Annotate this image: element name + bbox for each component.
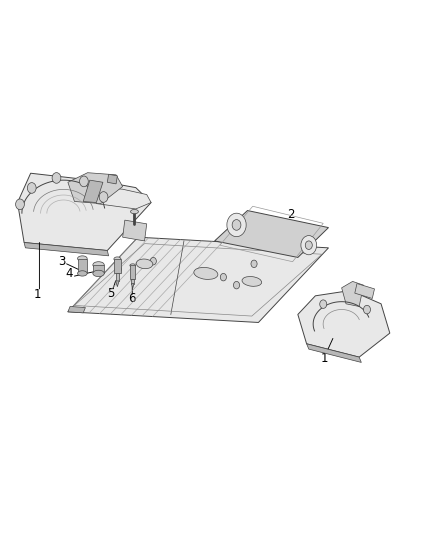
Polygon shape xyxy=(123,220,147,241)
Text: 3: 3 xyxy=(59,255,66,268)
Circle shape xyxy=(301,236,317,255)
Polygon shape xyxy=(68,237,328,322)
Ellipse shape xyxy=(242,277,261,286)
Ellipse shape xyxy=(93,270,104,277)
Polygon shape xyxy=(307,344,361,362)
Circle shape xyxy=(198,268,205,276)
Text: 1: 1 xyxy=(33,288,41,301)
Polygon shape xyxy=(355,284,374,298)
Polygon shape xyxy=(18,173,151,251)
Polygon shape xyxy=(83,180,103,203)
Circle shape xyxy=(227,213,246,237)
Polygon shape xyxy=(131,279,134,284)
Polygon shape xyxy=(131,284,134,288)
Ellipse shape xyxy=(130,264,136,267)
Text: 5: 5 xyxy=(107,287,114,300)
Text: 1: 1 xyxy=(320,352,328,365)
Polygon shape xyxy=(215,211,328,257)
Circle shape xyxy=(251,260,257,268)
Circle shape xyxy=(16,199,25,209)
Circle shape xyxy=(27,183,36,193)
Polygon shape xyxy=(116,281,119,287)
Polygon shape xyxy=(78,259,87,273)
Circle shape xyxy=(80,176,88,187)
Polygon shape xyxy=(93,265,104,273)
Polygon shape xyxy=(24,243,109,256)
Text: 6: 6 xyxy=(128,292,136,305)
Circle shape xyxy=(232,220,241,230)
Ellipse shape xyxy=(93,262,104,268)
Ellipse shape xyxy=(78,271,87,276)
Ellipse shape xyxy=(114,257,121,261)
Polygon shape xyxy=(107,174,117,184)
Polygon shape xyxy=(114,259,121,273)
Polygon shape xyxy=(68,173,123,204)
Ellipse shape xyxy=(136,259,153,269)
Polygon shape xyxy=(116,273,119,281)
Text: 4: 4 xyxy=(65,267,73,280)
Ellipse shape xyxy=(131,209,138,214)
Polygon shape xyxy=(298,290,390,357)
Ellipse shape xyxy=(194,268,218,279)
Circle shape xyxy=(150,257,156,265)
Circle shape xyxy=(233,281,240,289)
Circle shape xyxy=(220,273,226,281)
Circle shape xyxy=(99,192,108,203)
Ellipse shape xyxy=(78,256,87,261)
Polygon shape xyxy=(130,265,135,279)
Polygon shape xyxy=(342,281,364,306)
Polygon shape xyxy=(68,306,85,313)
Circle shape xyxy=(320,300,327,309)
Circle shape xyxy=(305,241,312,249)
Circle shape xyxy=(364,305,371,314)
Circle shape xyxy=(52,173,61,183)
Polygon shape xyxy=(96,188,151,209)
Text: 2: 2 xyxy=(287,208,295,221)
Circle shape xyxy=(115,265,121,273)
